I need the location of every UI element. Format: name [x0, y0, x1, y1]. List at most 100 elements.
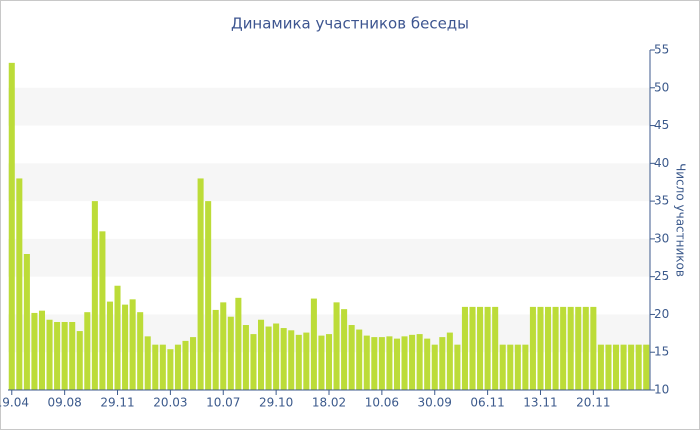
x-tick-label: 20.03 [153, 396, 187, 410]
bar [469, 306, 476, 390]
x-tick-label: 10.06 [365, 396, 399, 410]
bar [84, 312, 91, 390]
bar [69, 322, 76, 390]
bar [303, 332, 310, 390]
bar [348, 325, 355, 390]
y-tick-label: 35 [654, 194, 669, 208]
bar [212, 309, 219, 390]
bar [122, 304, 129, 390]
y-tick-label: 55 [654, 43, 669, 57]
bar [288, 330, 295, 390]
bar [152, 344, 159, 390]
bar [612, 344, 620, 390]
y-axis-label: Число участников [674, 163, 688, 277]
bar [205, 201, 212, 390]
bar [99, 231, 106, 390]
bar [129, 299, 136, 390]
bar [46, 319, 53, 390]
y-tick-label: 40 [654, 156, 669, 170]
bar [190, 337, 197, 390]
bar [76, 331, 83, 390]
bar [628, 344, 635, 390]
bar [424, 338, 431, 390]
bar [91, 201, 98, 390]
bar [54, 322, 61, 390]
bar [106, 301, 113, 390]
bar [159, 344, 166, 390]
bar [273, 323, 280, 390]
bar [537, 306, 544, 390]
bar [137, 312, 144, 390]
bar [310, 298, 317, 390]
bar [31, 312, 38, 390]
grid-band [8, 163, 650, 202]
x-tick-label: 09.08 [47, 396, 81, 410]
bar [529, 306, 536, 390]
bar [16, 178, 23, 390]
y-tick-label: 30 [654, 231, 669, 245]
x-tick-label: 20.11 [576, 396, 610, 410]
chart-title: Динамика участников беседы [231, 15, 469, 33]
y-tick-label: 50 [654, 80, 669, 94]
bar [144, 336, 151, 390]
bar [250, 334, 257, 390]
grid-band [8, 87, 650, 126]
bar [439, 337, 446, 390]
bar [61, 322, 68, 390]
bar [590, 306, 597, 390]
bar [431, 344, 438, 390]
x-tick-label: 30.09 [418, 396, 452, 410]
bar [258, 319, 265, 390]
y-tick-label: 25 [654, 269, 669, 283]
bar [492, 306, 499, 390]
bar [167, 349, 174, 390]
bar [378, 337, 385, 390]
bar [620, 344, 627, 390]
bar [560, 306, 567, 390]
bar [552, 306, 559, 390]
bar [8, 62, 15, 390]
bar [575, 306, 582, 390]
bar [401, 336, 408, 390]
bar [356, 329, 363, 390]
y-tick-label: 10 [654, 383, 669, 397]
y-tick-label: 45 [654, 118, 669, 132]
bar [371, 337, 378, 390]
x-tick-label: 19.04 [0, 396, 29, 410]
bar [582, 306, 589, 390]
bar [597, 344, 604, 390]
bar [325, 334, 333, 390]
bar [605, 344, 612, 390]
bar [197, 178, 204, 390]
bar [643, 344, 650, 390]
y-tick-label: 15 [654, 345, 669, 359]
bar [454, 344, 461, 390]
bar [499, 344, 506, 390]
bar [318, 335, 325, 390]
bar [280, 328, 287, 390]
bar [461, 306, 468, 390]
bar [295, 334, 302, 390]
bar [182, 340, 189, 390]
bar [522, 344, 529, 390]
grid-band [8, 238, 650, 277]
bar [363, 335, 370, 390]
x-tick-label: 18.02 [312, 396, 346, 410]
bar [545, 306, 552, 390]
bar [416, 334, 423, 390]
bar [484, 306, 491, 390]
bar [477, 306, 484, 390]
bar [242, 325, 249, 390]
x-tick-label: 10.07 [206, 396, 240, 410]
bar [235, 297, 242, 390]
bar [393, 338, 400, 390]
bar [635, 344, 642, 390]
bar [446, 332, 453, 390]
bar [409, 334, 416, 390]
bar [38, 310, 46, 390]
bar [265, 326, 272, 390]
bar [386, 336, 393, 390]
bar [227, 316, 234, 390]
